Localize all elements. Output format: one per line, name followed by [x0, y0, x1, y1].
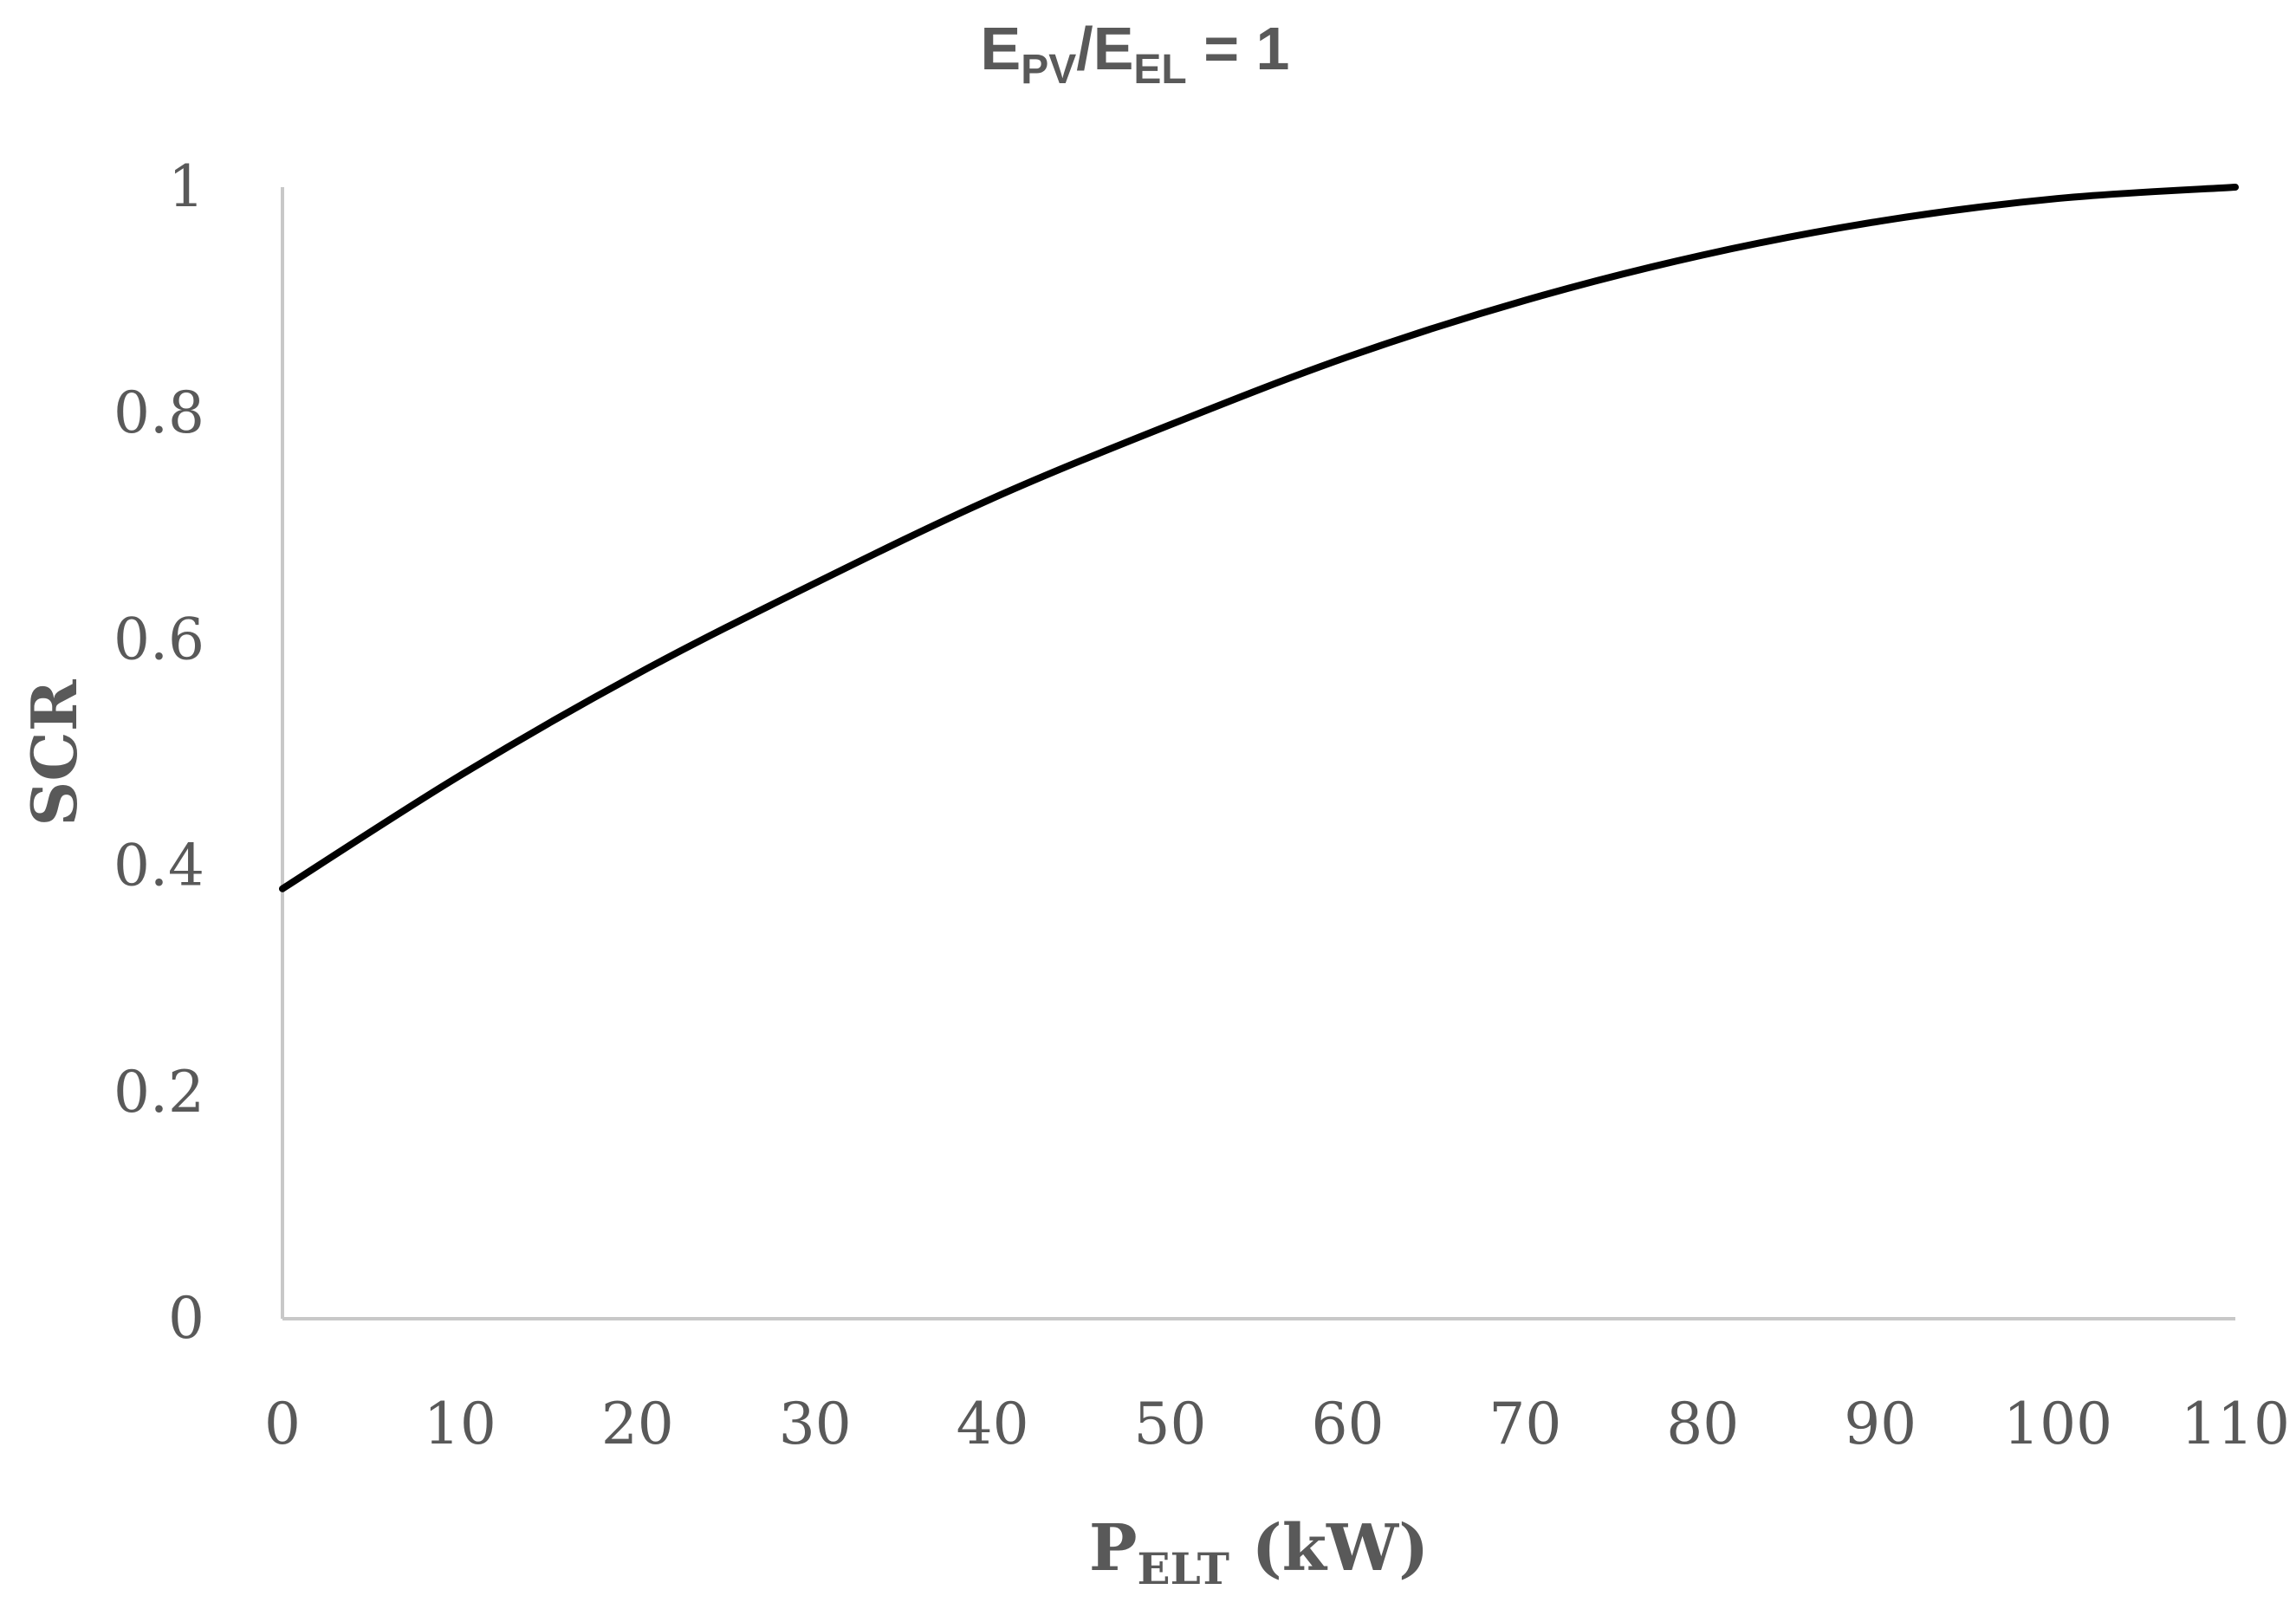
x-tick-label: 30 — [779, 1391, 852, 1457]
x-tick-label: 60 — [1311, 1391, 1384, 1457]
x-tick-label: 100 — [2003, 1391, 2112, 1457]
title-sub1: PV — [1021, 47, 1076, 93]
x-tick-label: 80 — [1666, 1391, 1739, 1457]
title-sub2: EL — [1133, 47, 1186, 93]
x-label-main: P — [1089, 1511, 1138, 1586]
x-label-rest: (kW) — [1229, 1511, 1429, 1586]
x-tick-labels: 0 10 20 30 40 50 60 70 80 90 100 110 — [264, 1391, 2290, 1457]
x-label-sub: ELT — [1138, 1543, 1229, 1594]
x-tick-label: 50 — [1134, 1391, 1207, 1457]
series-group — [279, 184, 2239, 892]
y-axis-label: SCR — [17, 678, 91, 826]
chart-title: EPV/EEL = 1 — [981, 15, 1290, 93]
x-tick-label: 70 — [1489, 1391, 1561, 1457]
y-tick-label: 1 — [168, 153, 204, 220]
series-line — [279, 184, 2239, 892]
y-tick-label: 0 — [168, 1285, 204, 1352]
x-tick-label: 0 — [264, 1391, 301, 1457]
title-slash: /E — [1076, 15, 1133, 82]
y-tick-label: 0.6 — [114, 606, 204, 672]
title-rest: = 1 — [1187, 15, 1290, 82]
x-tick-label: 40 — [957, 1391, 1029, 1457]
x-tick-label: 110 — [2181, 1391, 2290, 1457]
title-e1: E — [981, 15, 1022, 82]
y-tick-labels: 0 0.2 0.4 0.6 0.8 1 — [114, 153, 204, 1352]
x-axis-label: PELT (kW) — [1089, 1511, 1429, 1594]
x-tick-label: 90 — [1844, 1391, 1917, 1457]
x-tick-label: 20 — [601, 1391, 674, 1457]
y-tick-label: 0.2 — [114, 1059, 204, 1126]
y-tick-label: 0.4 — [114, 833, 204, 899]
y-tick-label: 0.8 — [114, 380, 204, 446]
x-tick-label: 10 — [424, 1391, 496, 1457]
